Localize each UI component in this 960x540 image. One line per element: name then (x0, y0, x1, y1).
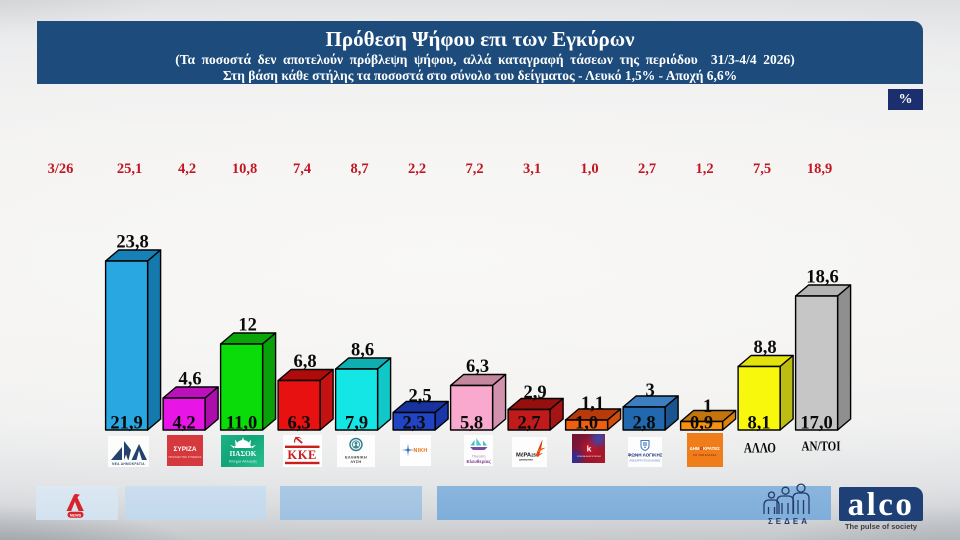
svg-text:2,7: 2,7 (518, 413, 541, 433)
svg-text:Πλεύση: Πλεύση (471, 454, 485, 459)
svg-text:Κίνημα Αλλαγής: Κίνημα Αλλαγής (228, 458, 256, 463)
svg-text:ΑΝΕΞΑΡΤΗΤΟΙ ΕΛΛΗΝΕΣ: ΑΝΕΞΑΡΤΗΤΟΙ ΕΛΛΗΝΕΣ (629, 459, 661, 463)
svg-text:4,2: 4,2 (173, 413, 196, 433)
svg-text:1: 1 (703, 397, 712, 417)
svg-text:ΑΛΛΟ: ΑΛΛΟ (744, 441, 776, 457)
svg-text:10,8: 10,8 (232, 161, 257, 177)
svg-text:ΓΙΑ ΤΗΝ ΕΛΛΑΔΑ: ΓΙΑ ΤΗΝ ΕΛΛΑΔΑ (693, 453, 716, 457)
svg-text:5,8: 5,8 (460, 413, 483, 433)
svg-text:3/26: 3/26 (48, 161, 74, 177)
svg-text:6,3: 6,3 (466, 357, 489, 377)
svg-text:7,9: 7,9 (345, 413, 368, 433)
svg-text:18,6: 18,6 (806, 268, 838, 288)
svg-text:21,9: 21,9 (110, 413, 142, 433)
svg-text:7,5: 7,5 (753, 161, 771, 177)
svg-text:ΠΡΟΟΔΕΥΤΙΚΗ ΣΥΜΜΑΧΙΑ: ΠΡΟΟΔΕΥΤΙΚΗ ΣΥΜΜΑΧΙΑ (169, 455, 202, 459)
svg-text:k: k (587, 443, 592, 453)
svg-text:Ελευθερίας: Ελευθερίας (466, 459, 491, 465)
svg-text:ΝΕΑ ΔΗΜΟΚΡΑΤΙΑ: ΝΕΑ ΔΗΜΟΚΡΑΤΙΑ (112, 462, 145, 466)
svg-text:ΕΛΛΗΝΙΚΗ: ΕΛΛΗΝΙΚΗ (344, 456, 366, 460)
svg-text:ΠΑΣΟΚ: ΠΑΣΟΚ (229, 450, 256, 458)
svg-text:7,2: 7,2 (466, 161, 484, 177)
svg-text:ΦΩΝΗ ΛΟΓΙΚΗΣ: ΦΩΝΗ ΛΟΓΙΚΗΣ (628, 453, 662, 458)
svg-text:2,5: 2,5 (409, 387, 432, 407)
svg-text:ΔΗΜΟΚΡΑΤΕΣ: ΔΗΜΟΚΡΑΤΕΣ (690, 446, 721, 451)
svg-text:ΑΝ/ΤΟΙ: ΑΝ/ΤΟΙ (802, 440, 841, 455)
svg-text:8,8: 8,8 (754, 338, 777, 358)
svg-text:3,1: 3,1 (523, 161, 541, 177)
svg-text:2,2: 2,2 (408, 161, 426, 177)
svg-text:1,1: 1,1 (581, 394, 604, 414)
svg-text:NEWS: NEWS (70, 513, 82, 517)
svg-text:ΚΙΝΗΜΑ ΔΗΜΟΚΡΑΤΙΑΣ: ΚΙΝΗΜΑ ΔΗΜΟΚΡΑΤΙΑΣ (577, 455, 602, 458)
svg-text:1,0: 1,0 (581, 161, 599, 177)
svg-text:1,2: 1,2 (696, 161, 714, 177)
svg-text:23,8: 23,8 (116, 233, 148, 253)
svg-text:17,0: 17,0 (800, 413, 832, 433)
svg-text:ΜέΡΑ25: ΜέΡΑ25 (516, 453, 537, 459)
svg-text:ΛΥΣΗ: ΛΥΣΗ (350, 460, 361, 464)
svg-text:ΔΙΕΘΝΙΣΤΙΚΗ: ΔΙΕΘΝΙΣΤΙΚΗ (519, 460, 533, 462)
svg-text:6,8: 6,8 (294, 352, 317, 372)
svg-text:2,9: 2,9 (524, 383, 547, 403)
svg-text:0,9: 0,9 (690, 413, 713, 433)
svg-text:11,0: 11,0 (226, 413, 257, 433)
svg-text:8,1: 8,1 (748, 413, 771, 433)
svg-text:25,1: 25,1 (117, 161, 142, 177)
svg-text:1,0: 1,0 (575, 413, 598, 433)
svg-text:12: 12 (238, 316, 257, 336)
svg-text:ΣΕΔΕΑ: ΣΕΔΕΑ (768, 517, 810, 526)
svg-text:2,7: 2,7 (638, 161, 656, 177)
svg-text:8,7: 8,7 (351, 161, 369, 177)
svg-text:4,2: 4,2 (178, 161, 196, 177)
svg-text:2,3: 2,3 (403, 413, 426, 433)
svg-text:6,3: 6,3 (288, 413, 311, 433)
svg-text:ΝΙΚΗ: ΝΙΚΗ (413, 448, 427, 454)
svg-text:ΣΥΡΙΖΑ: ΣΥΡΙΖΑ (173, 446, 196, 453)
svg-text:4,6: 4,6 (179, 370, 202, 390)
svg-text:18,9: 18,9 (807, 161, 832, 177)
svg-text:8,6: 8,6 (351, 341, 374, 361)
svg-text:3: 3 (645, 381, 654, 401)
svg-text:2,8: 2,8 (633, 413, 656, 433)
svg-text:7,4: 7,4 (293, 161, 311, 177)
svg-text:ΚΚΕ: ΚΚΕ (287, 448, 317, 462)
